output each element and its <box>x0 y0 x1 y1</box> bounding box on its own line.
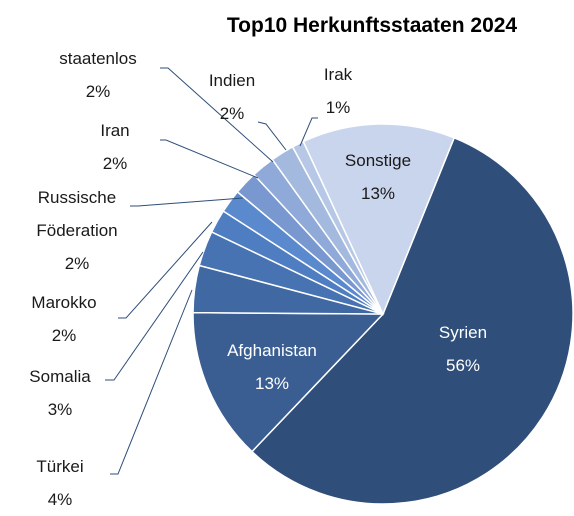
category-label: Türkei <box>36 457 84 476</box>
category-label: Afghanistan <box>227 341 317 360</box>
slice-label: Syrien 56% <box>403 316 523 382</box>
slice-label: Sonstige 13% <box>328 144 428 210</box>
value-label: 2% <box>102 154 128 173</box>
slice-label: Somalia 3% <box>10 360 110 426</box>
value-label: 3% <box>47 400 73 419</box>
slice-label: Afghanistan 13% <box>202 334 342 400</box>
value-label: 2% <box>219 104 245 123</box>
category-label: Syrien <box>438 323 488 342</box>
pie-slice <box>250 136 574 505</box>
category-label: Indien <box>208 71 256 90</box>
slice-label: Irak 1% <box>308 58 368 124</box>
slice-label: Russische Föderation 2% <box>12 181 142 280</box>
value-label: 2% <box>51 326 77 345</box>
value-label: 4% <box>47 490 73 509</box>
category-label: Iran <box>100 121 130 140</box>
category-label: staatenlos <box>59 49 137 68</box>
category-label: Marokko <box>31 293 97 312</box>
slice-label: Marokko 2% <box>14 286 114 352</box>
value-label: 2% <box>64 254 90 273</box>
leader-line <box>130 197 244 207</box>
value-label: 13% <box>254 374 290 393</box>
leader-line <box>110 289 193 475</box>
leader-line <box>160 139 259 179</box>
slice-label: staatenlos 2% <box>38 42 158 108</box>
value-label: 2% <box>85 82 111 101</box>
category-label: Irak <box>323 65 353 84</box>
value-label: 1% <box>325 98 351 117</box>
pie-slice <box>302 123 456 316</box>
leader-line <box>299 117 318 147</box>
leader-line <box>118 221 213 319</box>
pie-slice <box>192 311 385 453</box>
value-label: 13% <box>360 184 396 203</box>
leader-line <box>257 121 287 151</box>
chart-title: Top10 Herkunftsstaaten 2024 <box>226 14 518 37</box>
slice-label: Indien 2% <box>192 64 272 130</box>
slice-label: Iran 2% <box>75 114 155 180</box>
leader-line <box>105 251 204 381</box>
value-label: 56% <box>445 356 481 375</box>
leader-line <box>160 67 274 163</box>
slice-label: Türkei 4% <box>20 450 100 516</box>
category-label: Russische Föderation <box>36 188 118 240</box>
category-label: Somalia <box>29 367 91 386</box>
category-label: Sonstige <box>344 151 412 170</box>
